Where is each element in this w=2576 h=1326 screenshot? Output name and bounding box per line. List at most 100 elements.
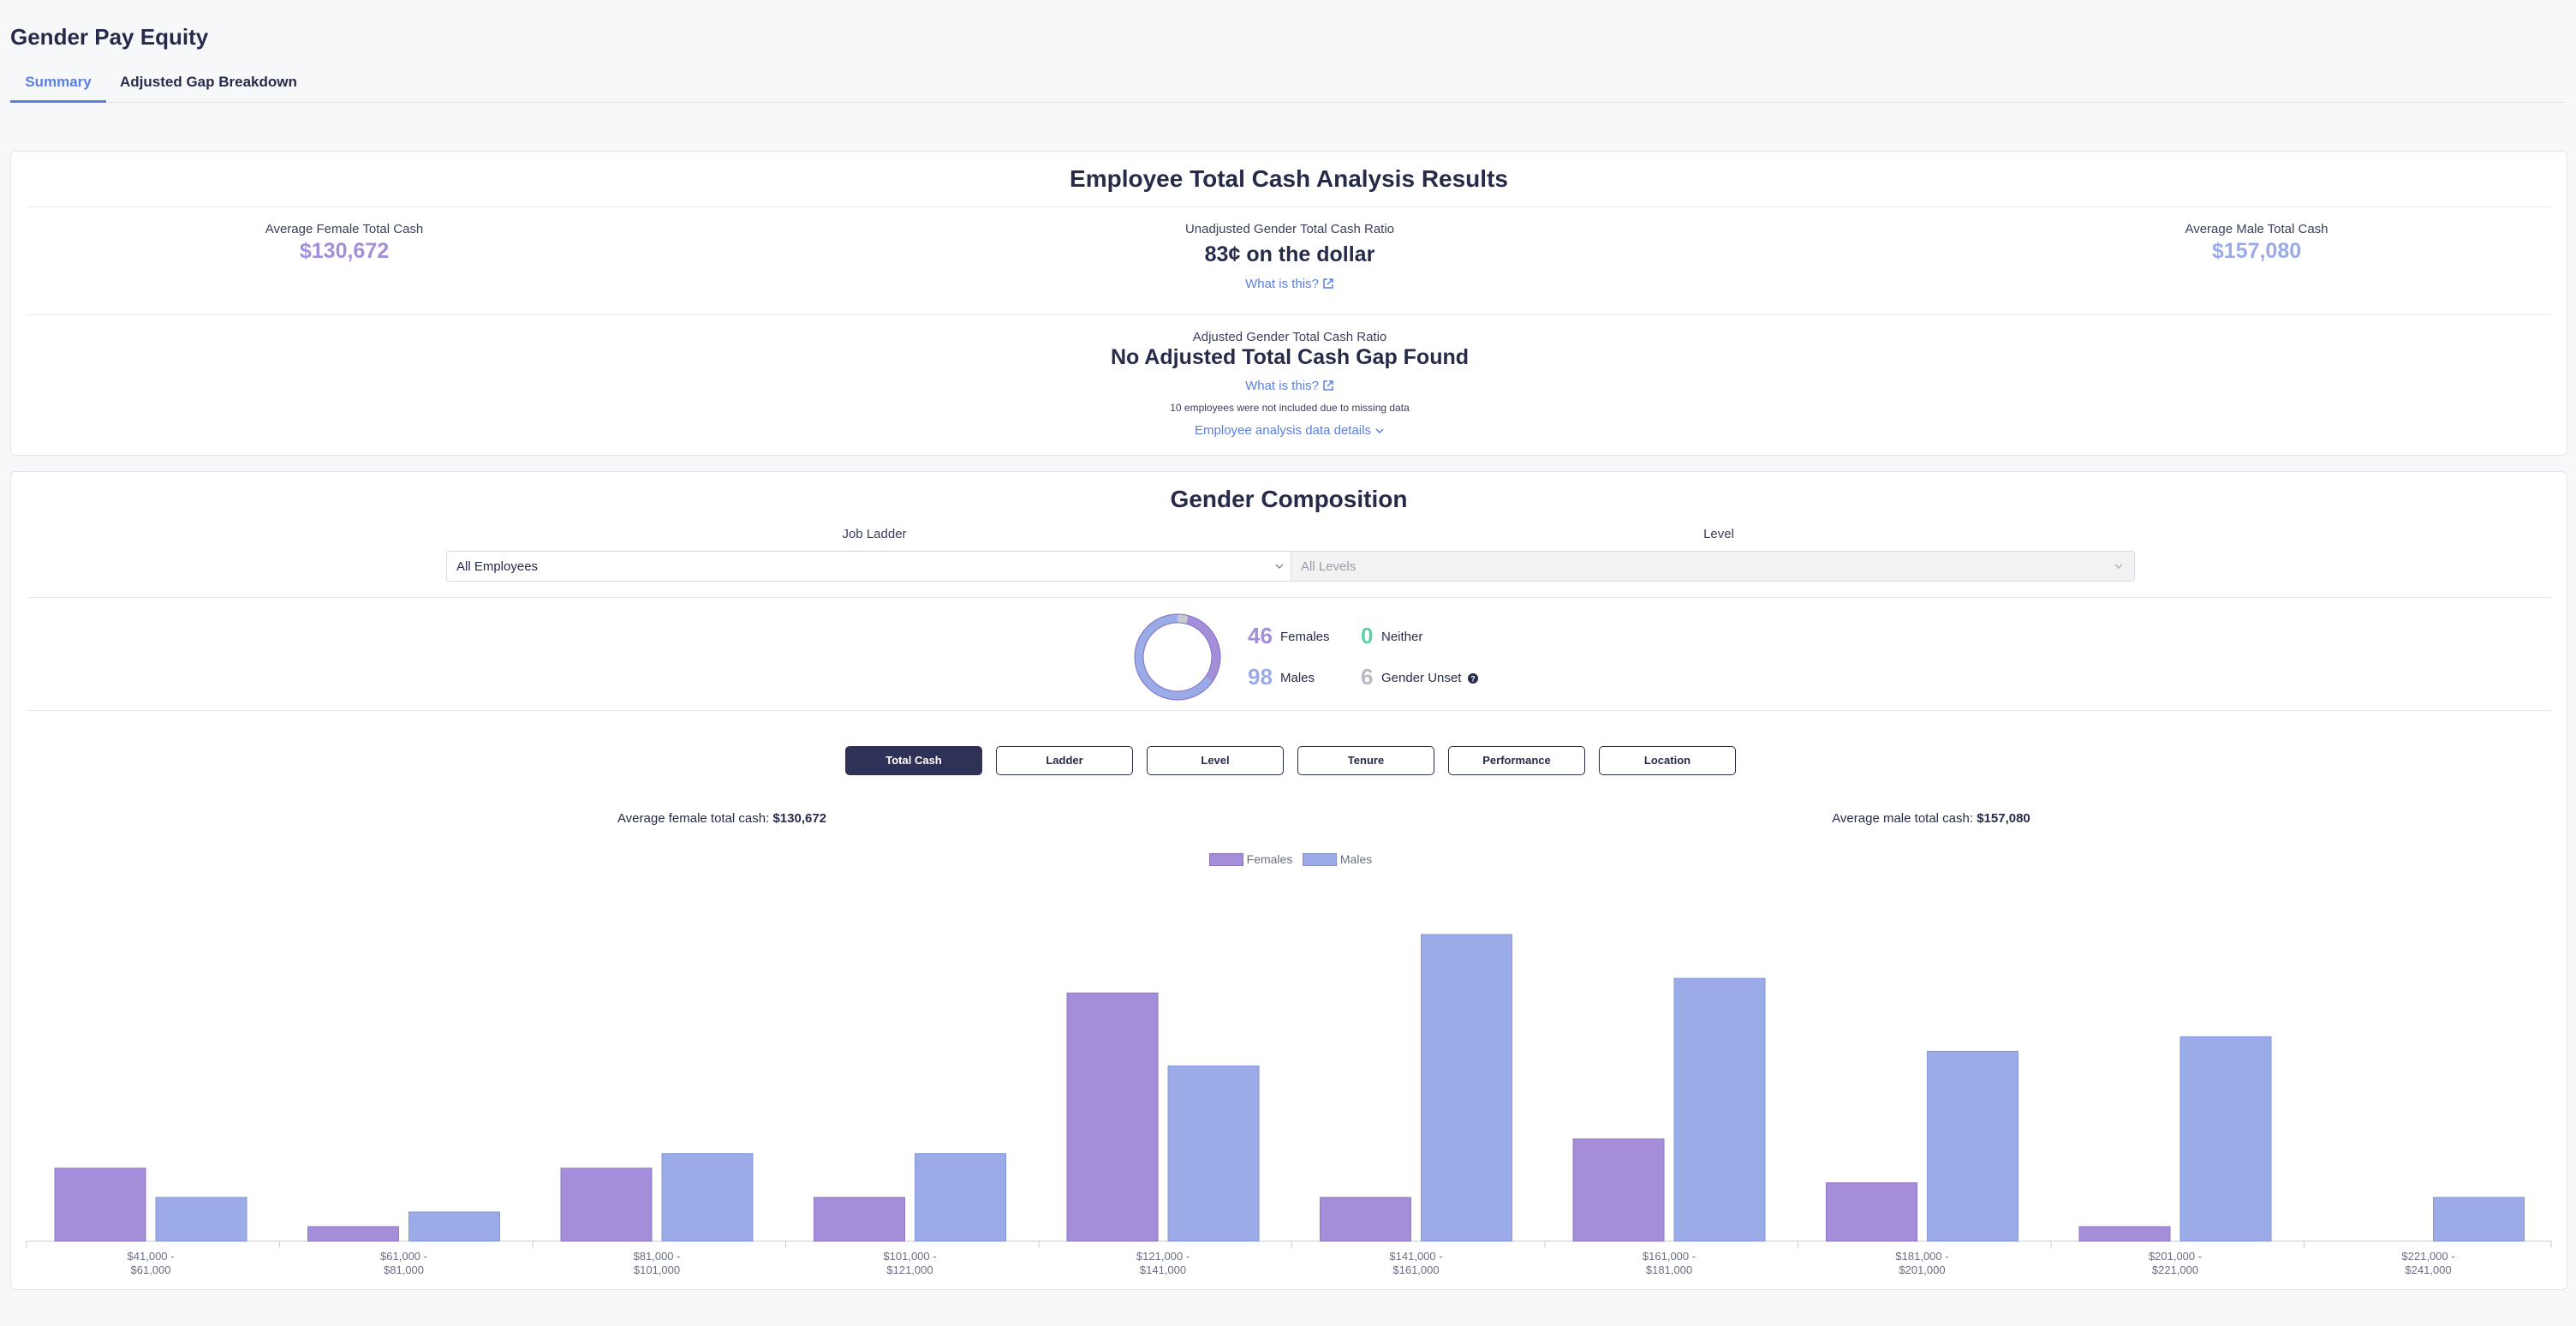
x-tick-label: $81,000 [384, 1263, 424, 1276]
divider [27, 314, 2551, 315]
chart-legend: Females Males [1205, 852, 1376, 866]
x-tick-label: $101,000 - [883, 1250, 936, 1263]
x-tick-label: $221,000 - [2401, 1250, 2454, 1263]
missing-data-note: 10 employees were not included due to mi… [1170, 402, 1410, 414]
analysis-card: Employee Total Cash Analysis Results Ave… [10, 151, 2567, 456]
x-tick-label: $161,000 [1392, 1263, 1439, 1276]
adjusted-ratio-label: Adjusted Gender Total Cash Ratio [1192, 330, 1387, 344]
unadjusted-ratio-value: 83¢ on the dollar [1204, 242, 1375, 266]
chevron-down-icon [1375, 428, 1384, 434]
segment-tenure[interactable]: Tenure [1297, 746, 1434, 775]
average-female-total-cash: Average female total cash: $130,672 [617, 811, 827, 826]
x-tick-label: $181,000 [1646, 1263, 1692, 1276]
divider [27, 206, 2551, 207]
bar-females-4 [1066, 992, 1159, 1242]
donut-segment-unset [1135, 614, 1220, 700]
x-tick-label: $141,000 - [1389, 1250, 1442, 1263]
level-label: Level [1703, 527, 1734, 541]
x-tick-label: $201,000 [1899, 1263, 1945, 1276]
bar-females-8 [2078, 1226, 2171, 1242]
legend-label-females: Females [1246, 852, 1293, 866]
analysis-title: Employee Total Cash Analysis Results [1070, 165, 1508, 192]
x-tick-label: $61,000 - [380, 1250, 427, 1263]
tab-summary[interactable]: Summary [10, 69, 106, 103]
bar-females-5 [1320, 1197, 1411, 1242]
males-count: 98 [1248, 664, 1273, 690]
bar-females-1 [307, 1226, 399, 1242]
x-tick-label: $221,000 [2152, 1263, 2198, 1276]
page-title: Gender Pay Equity [10, 24, 209, 50]
bar-males-4 [1167, 1065, 1260, 1242]
male-total-cash-value: $157,080 [2211, 239, 2302, 263]
bar-males-7 [1927, 1050, 2018, 1242]
level-select[interactable]: All Levels [1291, 551, 2135, 582]
chart-view-toggle: Total Cash Ladder Level Tenure Performan… [845, 746, 1736, 775]
females-count: 46 [1248, 623, 1273, 648]
bar-females-0 [54, 1168, 146, 1242]
bar-males-3 [915, 1153, 1006, 1242]
what-is-this-link-adjusted[interactable]: What is this? [1033, 379, 1547, 393]
bar-males-2 [661, 1153, 754, 1242]
x-tick-label: $41,000 - [128, 1250, 175, 1263]
employee-analysis-details-link[interactable]: Employee analysis data details [1033, 423, 1547, 438]
x-tick-label: $141,000 [1140, 1263, 1186, 1276]
female-total-cash-label: Average Female Total Cash [265, 222, 424, 236]
bar-males-6 [1673, 977, 1766, 1242]
bar-males-9 [2433, 1197, 2525, 1242]
external-link-icon [1323, 380, 1333, 391]
gender-donut-chart [1134, 613, 1221, 701]
x-tick-label: $241,000 [2405, 1263, 2451, 1276]
segment-total-cash[interactable]: Total Cash [845, 746, 982, 775]
x-tick-label: $81,000 - [634, 1250, 681, 1263]
males-label: Males [1280, 671, 1315, 685]
bar-males-5 [1421, 934, 1512, 1242]
external-link-icon [1323, 278, 1333, 289]
divider [27, 710, 2551, 711]
female-total-cash-value: $130,672 [299, 239, 390, 263]
average-male-total-cash: Average male total cash: $157,080 [1832, 811, 2030, 826]
unadjusted-ratio-label: Unadjusted Gender Total Cash Ratio [1184, 222, 1395, 236]
bar-females-2 [560, 1168, 653, 1242]
segment-location[interactable]: Location [1599, 746, 1736, 775]
x-tick-label: $161,000 - [1643, 1250, 1696, 1263]
donut-inner-border [1142, 622, 1213, 692]
bar-females-6 [1572, 1138, 1665, 1242]
females-label: Females [1280, 630, 1330, 644]
unset-count: 6 [1361, 664, 1374, 690]
unset-label: Gender Unset ? [1381, 671, 1478, 685]
donut-border [1134, 613, 1221, 701]
x-tick-label: $181,000 - [1895, 1250, 1948, 1263]
help-icon[interactable]: ? [1467, 673, 1478, 684]
tab-adjusted-gap-breakdown[interactable]: Adjusted Gap Breakdown [120, 74, 297, 90]
bar-females-7 [1826, 1182, 1917, 1242]
bar-females-3 [814, 1197, 905, 1242]
chevron-down-icon [2114, 564, 2123, 570]
tab-bar: Summary Adjusted Gap Breakdown [10, 69, 2566, 103]
divider [27, 597, 2551, 598]
male-total-cash-label: Average Male Total Cash [2185, 222, 2329, 236]
neither-count: 0 [1361, 623, 1374, 648]
donut-segment-females [1135, 614, 1220, 700]
neither-label: Neither [1381, 630, 1423, 644]
legend-swatch-males [1303, 853, 1337, 866]
adjusted-ratio-value: No Adjusted Total Cash Gap Found [1110, 345, 1470, 369]
svg-text:?: ? [1470, 675, 1476, 684]
bar-males-8 [2179, 1036, 2272, 1242]
segment-performance[interactable]: Performance [1448, 746, 1585, 775]
x-tick-label: $121,000 [886, 1263, 933, 1276]
segment-ladder[interactable]: Ladder [996, 746, 1133, 775]
x-tick-label: $101,000 [634, 1263, 680, 1276]
job-ladder-select[interactable]: All Employees [446, 551, 1296, 582]
gender-composition-card: Gender Composition Job Ladder All Employ… [10, 471, 2567, 1290]
job-ladder-label: Job Ladder [842, 527, 907, 541]
legend-swatch-females [1208, 853, 1243, 866]
chevron-down-icon [1275, 564, 1284, 570]
what-is-this-link[interactable]: What is this? [1033, 277, 1547, 291]
x-tick-label: $61,000 [131, 1263, 171, 1276]
x-tick-label: $121,000 - [1136, 1250, 1190, 1263]
composition-title: Gender Composition [1170, 486, 1408, 512]
segment-level[interactable]: Level [1147, 746, 1284, 775]
bar-males-1 [408, 1211, 500, 1242]
legend-label-males: Males [1339, 852, 1373, 866]
total-cash-histogram: $41,000 -$61,000 $61,000 -$81,000 $81,000 … [26, 934, 2552, 1276]
